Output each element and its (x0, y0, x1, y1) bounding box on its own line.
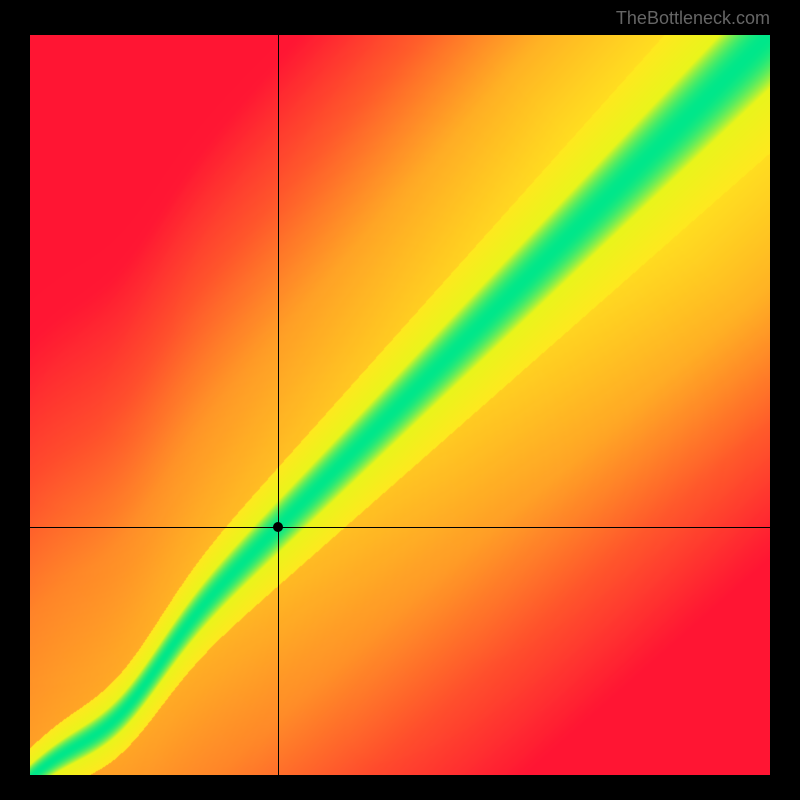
crosshair-vertical (278, 35, 279, 775)
heatmap-plot (30, 35, 770, 775)
crosshair-horizontal (30, 527, 770, 528)
watermark-text: TheBottleneck.com (616, 8, 770, 29)
marker-dot (273, 522, 283, 532)
heatmap-canvas (30, 35, 770, 775)
